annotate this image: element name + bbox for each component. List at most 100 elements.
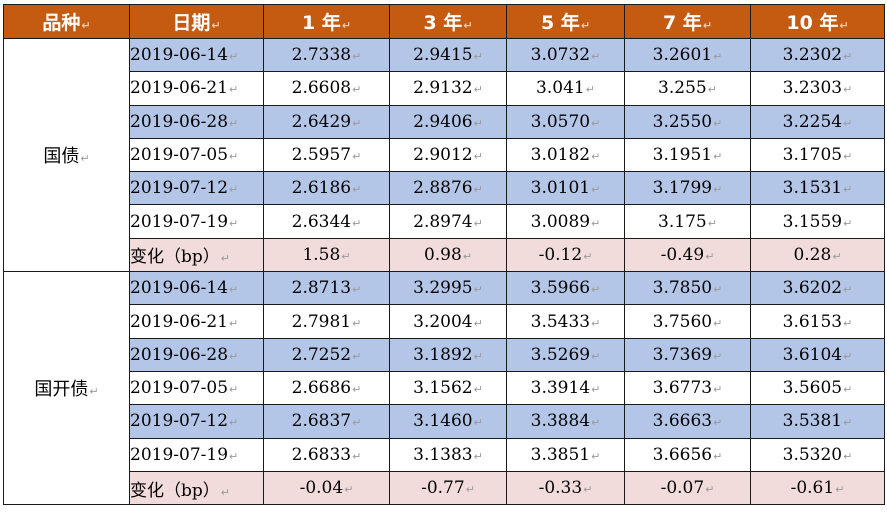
yield-cell-y1: 2.5957↵: [263, 137, 390, 173]
date-cell: 2019-06-14↵: [129, 271, 264, 306]
yield-cell-y7: 3.255↵: [624, 71, 751, 106]
table-row: 2019-07-12↵ 2.6837↵ 3.1460↵ 3.3884↵ 3.6663↵ 3…: [4, 404, 885, 439]
yield-cell-y1: 2.7981↵: [263, 304, 390, 339]
table-row: 2019-07-19↵ 2.6344↵ 2.8974↵ 3.0089↵ 3.175↵ 3.…: [4, 204, 885, 239]
change-cell-y10: 0.28↵: [750, 237, 885, 273]
yield-cell-y5: 3.0182↵: [506, 137, 625, 173]
yield-cell-y7: 3.2550↵: [624, 104, 751, 139]
yield-cell-y3: 3.1460↵: [389, 404, 507, 439]
yield-cell-y1: 2.6608↵: [263, 71, 390, 106]
group-name-cell: 国债↵: [3, 37, 130, 273]
table-row: 2019-07-19↵ 2.6833↵ 3.1383↵ 3.3851↵ 3.6656↵ 3…: [4, 437, 885, 472]
change-cell-y7: -0.49↵: [624, 237, 751, 273]
table-row: 2019-07-05↵ 2.5957↵ 2.9012↵ 3.0182↵ 3.1951↵ 3…: [4, 137, 885, 173]
yield-cell-y7: 3.7369↵: [624, 337, 751, 372]
yield-cell-y3: 2.9012↵: [389, 137, 507, 173]
yield-cell-y10: 3.5605↵: [750, 370, 885, 406]
date-cell: 2019-07-05↵: [129, 137, 264, 173]
yield-cell-y5: 3.3851↵: [506, 437, 625, 472]
change-label-cell: 变化（bp）↵: [129, 470, 264, 506]
yield-cell-y1: 2.6686↵: [263, 370, 390, 406]
yield-cell-y10: 3.2303↵: [750, 71, 885, 106]
yield-cell-y10: 3.1705↵: [750, 137, 885, 173]
yield-cell-y7: 3.7850↵: [624, 271, 751, 306]
yield-cell-y10: 3.1559↵: [750, 204, 885, 239]
group-name-cell: 国开债↵: [3, 271, 130, 506]
yield-cell-y1: 2.6837↵: [263, 404, 390, 439]
header-5y: 5 年↵: [506, 4, 625, 39]
yield-cell-y5: 3.0732↵: [506, 37, 625, 73]
yield-cell-y1: 2.6833↵: [263, 437, 390, 472]
yield-cell-y1: 2.6186↵: [263, 171, 390, 206]
yield-cell-y7: 3.6663↵: [624, 404, 751, 439]
yield-cell-y5: 3.0101↵: [506, 171, 625, 206]
yield-cell-y3: 2.8876↵: [389, 171, 507, 206]
yield-cell-y3: 3.1562↵: [389, 370, 507, 406]
yield-cell-y3: 2.9406↵: [389, 104, 507, 139]
yield-cell-y5: 3.5269↵: [506, 337, 625, 372]
header-3y: 3 年↵: [389, 4, 507, 39]
yield-cell-y3: 3.1383↵: [389, 437, 507, 472]
change-cell-y5: -0.12↵: [506, 237, 625, 273]
date-cell: 2019-07-05↵: [129, 370, 264, 406]
yield-cell-y1: 2.7338↵: [263, 37, 390, 73]
change-cell-y3: 0.98↵: [389, 237, 507, 273]
yield-cell-y5: 3.3884↵: [506, 404, 625, 439]
yield-cell-y10: 3.6202↵: [750, 271, 885, 306]
yield-cell-y10: 3.2302↵: [750, 37, 885, 73]
date-cell: 2019-06-28↵: [129, 104, 264, 139]
yield-cell-y3: 3.1892↵: [389, 337, 507, 372]
change-label-cell: 变化（bp）↵: [129, 237, 264, 273]
yield-cell-y1: 2.7252↵: [263, 337, 390, 372]
change-cell-y7: -0.07↵: [624, 470, 751, 506]
table-row: 2019-06-21↵ 2.7981↵ 3.2004↵ 3.5433↵ 3.7560↵ 3…: [4, 304, 885, 339]
date-cell: 2019-06-28↵: [129, 337, 264, 372]
yield-cell-y3: 3.2995↵: [389, 271, 507, 306]
yield-cell-y10: 3.6104↵: [750, 337, 885, 372]
yield-cell-y3: 2.9415↵: [389, 37, 507, 73]
yield-cell-y5: 3.5966↵: [506, 271, 625, 306]
yield-cell-y10: 3.1531↵: [750, 171, 885, 206]
date-cell: 2019-06-21↵: [129, 71, 264, 106]
yield-cell-y3: 2.9132↵: [389, 71, 507, 106]
change-cell-y3: -0.77↵: [389, 470, 507, 506]
yield-cell-y7: 3.1799↵: [624, 171, 751, 206]
yield-cell-y5: 3.5433↵: [506, 304, 625, 339]
yield-cell-y1: 2.6429↵: [263, 104, 390, 139]
date-cell: 2019-07-12↵: [129, 171, 264, 206]
header-variety: 品种↵: [3, 4, 130, 39]
table-body: 国债↵ 2019-06-14↵ 2.7338↵ 2.9415↵ 3.0732↵ 3.260…: [3, 37, 885, 506]
bond-yield-table: 品种↵ 日期↵ 1 年↵ 3 年↵ 5 年↵ 7 年↵ 10 年↵ 国债↵ 201…: [3, 4, 885, 506]
header-row: 品种↵ 日期↵ 1 年↵ 3 年↵ 5 年↵ 7 年↵ 10 年↵: [3, 4, 885, 39]
date-cell: 2019-06-14↵: [129, 37, 264, 73]
yield-cell-y10: 3.6153↵: [750, 304, 885, 339]
change-row: 变化（bp）↵ -0.04↵ -0.77↵ -0.33↵ -0.07↵ -0.61↵: [4, 470, 885, 506]
yield-cell-y1: 2.6344↵: [263, 204, 390, 239]
table-row: 2019-06-28↵ 2.6429↵ 2.9406↵ 3.0570↵ 3.2550↵ 3…: [4, 104, 885, 139]
yield-cell-y5: 3.3914↵: [506, 370, 625, 406]
yield-cell-y7: 3.7560↵: [624, 304, 751, 339]
header-10y: 10 年↵: [750, 4, 885, 39]
table-row: 2019-07-05↵ 2.6686↵ 3.1562↵ 3.3914↵ 3.6773↵ 3…: [4, 370, 885, 406]
table-row: 2019-06-28↵ 2.7252↵ 3.1892↵ 3.5269↵ 3.7369↵ 3…: [4, 337, 885, 372]
table-row: 国债↵ 2019-06-14↵ 2.7338↵ 2.9415↵ 3.0732↵ 3.260…: [3, 37, 885, 273]
date-cell: 2019-07-12↵: [129, 404, 264, 439]
table-header: 品种↵ 日期↵ 1 年↵ 3 年↵ 5 年↵ 7 年↵ 10 年↵: [3, 4, 885, 39]
change-cell-y1: 1.58↵: [263, 237, 390, 273]
header-date: 日期↵: [129, 4, 264, 39]
date-cell: 2019-07-19↵: [129, 437, 264, 472]
yield-cell-y7: 3.6773↵: [624, 370, 751, 406]
yield-cell-y3: 2.8974↵: [389, 204, 507, 239]
yield-cell-y5: 3.0089↵: [506, 204, 625, 239]
yield-cell-y10: 3.2254↵: [750, 104, 885, 139]
header-7y: 7 年↵: [624, 4, 751, 39]
change-cell-y10: -0.61↵: [750, 470, 885, 506]
yield-cell-y7: 3.6656↵: [624, 437, 751, 472]
yield-cell-y3: 3.2004↵: [389, 304, 507, 339]
table-row: 2019-06-21↵ 2.6608↵ 2.9132↵ 3.041↵ 3.255↵ 3.2…: [4, 71, 885, 106]
header-1y: 1 年↵: [263, 4, 390, 39]
date-cell: 2019-06-21↵: [129, 304, 264, 339]
yield-cell-y7: 3.1951↵: [624, 137, 751, 173]
yield-cell-y5: 3.0570↵: [506, 104, 625, 139]
yield-cell-y5: 3.041↵: [506, 71, 625, 106]
